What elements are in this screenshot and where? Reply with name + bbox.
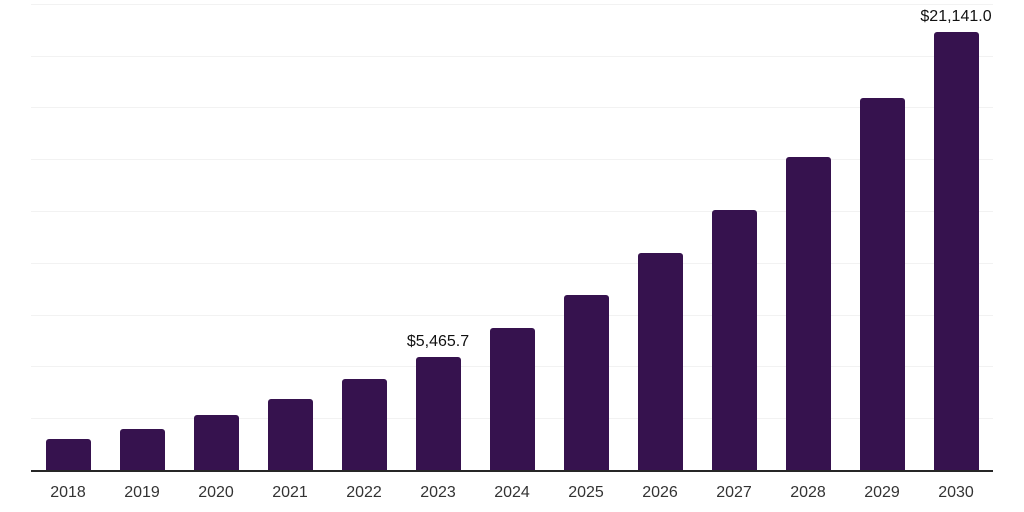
bar-2022 bbox=[341, 379, 387, 470]
bar-2025 bbox=[563, 294, 609, 470]
gridline bbox=[31, 55, 993, 57]
plot-area: $5,465.7 $21,141.0 bbox=[31, 0, 993, 470]
bar-value-label-2023: $5,465.7 bbox=[406, 332, 470, 350]
gridline bbox=[31, 210, 993, 212]
bar-2019 bbox=[119, 428, 165, 470]
bar-2020 bbox=[193, 414, 239, 470]
x-tick-label-2020: 2020 bbox=[198, 484, 234, 501]
x-tick-label-2026: 2026 bbox=[642, 484, 678, 501]
x-tick-label-2018: 2018 bbox=[50, 484, 86, 501]
x-tick-label-2023: 2023 bbox=[420, 484, 456, 501]
x-tick-label-2025: 2025 bbox=[568, 484, 604, 501]
bar-2024 bbox=[489, 327, 535, 470]
x-axis-labels: 2018 2019 2020 2021 2022 2023 2024 2025 2026 2027… bbox=[31, 485, 993, 505]
bar-2018 bbox=[45, 438, 91, 470]
x-tick-label-2024: 2024 bbox=[494, 484, 530, 501]
gridline bbox=[31, 3, 993, 5]
gridline bbox=[31, 314, 993, 316]
bar-2026 bbox=[637, 252, 683, 470]
bar-2027 bbox=[711, 209, 757, 470]
bar-value-label-2030: $21,141.0 bbox=[920, 7, 992, 25]
bar-2028 bbox=[785, 156, 831, 470]
x-tick-label-2027: 2027 bbox=[716, 484, 752, 501]
x-tick-label-2022: 2022 bbox=[346, 484, 382, 501]
bar-2023 bbox=[415, 356, 461, 470]
x-tick-label-2019: 2019 bbox=[124, 484, 160, 501]
bar-2021 bbox=[267, 398, 313, 470]
gridline bbox=[31, 107, 993, 109]
x-axis-line bbox=[31, 470, 993, 472]
gridline bbox=[31, 159, 993, 161]
x-tick-label-2029: 2029 bbox=[864, 484, 900, 501]
bar-2030 bbox=[933, 31, 979, 470]
x-tick-label-2021: 2021 bbox=[272, 484, 308, 501]
x-tick-label-2028: 2028 bbox=[790, 484, 826, 501]
bar-2029 bbox=[859, 97, 905, 470]
gridline bbox=[31, 262, 993, 264]
x-tick-label-2030: 2030 bbox=[938, 484, 974, 501]
